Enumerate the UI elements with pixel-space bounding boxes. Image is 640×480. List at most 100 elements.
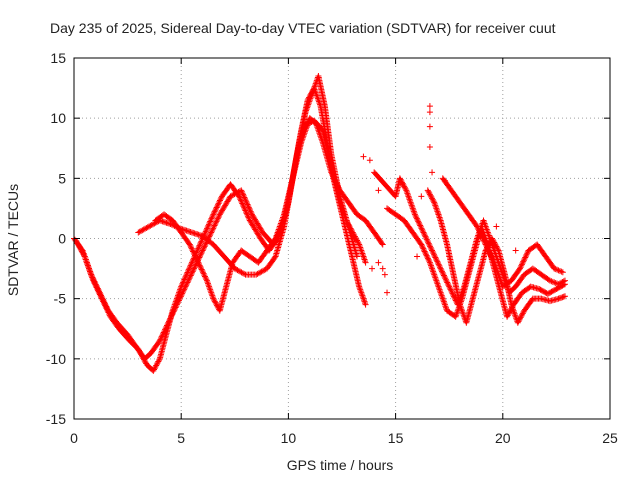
y-tick-label: -10 (46, 351, 66, 367)
data-marker (95, 288, 102, 295)
data-marker (482, 241, 489, 248)
data-marker (400, 182, 407, 189)
data-marker (242, 207, 249, 214)
data-marker (483, 242, 490, 249)
outlier-marker (375, 187, 382, 194)
data-marker (354, 237, 361, 244)
data-marker (241, 206, 248, 213)
data-marker (431, 251, 438, 258)
data-marker (192, 254, 199, 261)
data-marker (425, 188, 432, 195)
data-marker (208, 228, 215, 235)
outlier-marker (414, 253, 421, 260)
data-marker (440, 271, 447, 278)
data-marker (200, 246, 207, 253)
data-marker (151, 365, 158, 372)
data-marker (433, 257, 440, 264)
data-marker (90, 277, 97, 284)
data-marker (487, 251, 494, 258)
data-marker (420, 229, 427, 236)
data-marker (559, 269, 566, 276)
data-marker (197, 239, 204, 246)
data-marker (516, 315, 523, 322)
data-marker (475, 226, 482, 233)
data-marker (425, 256, 432, 263)
data-marker (413, 214, 420, 221)
outlier-marker (360, 153, 367, 160)
data-marker (214, 215, 221, 222)
data-marker (304, 121, 311, 128)
data-marker (138, 351, 145, 358)
data-marker (476, 229, 483, 236)
data-marker (474, 224, 481, 231)
data-marker (93, 284, 100, 291)
data-marker (212, 205, 219, 212)
data-marker (549, 278, 556, 285)
data-marker (426, 190, 433, 197)
data-marker (478, 231, 485, 238)
data-marker (153, 361, 160, 368)
data-marker (518, 313, 525, 320)
data-marker (81, 252, 88, 259)
data-marker (516, 317, 523, 324)
data-marker (524, 250, 531, 257)
data-marker (345, 221, 352, 228)
data-marker (94, 285, 101, 292)
data-marker (103, 305, 110, 312)
data-marker (418, 242, 425, 249)
data-marker (481, 240, 488, 247)
data-marker (206, 219, 213, 226)
data-marker (204, 224, 211, 231)
data-marker (355, 240, 362, 247)
data-marker (214, 201, 221, 208)
data-marker (514, 319, 521, 326)
data-marker (522, 253, 529, 260)
data-marker (487, 252, 494, 259)
y-tick-label: 5 (58, 170, 66, 186)
data-marker (236, 193, 243, 200)
data-marker (343, 217, 350, 224)
data-marker (104, 308, 111, 315)
data-marker (379, 241, 386, 248)
data-marker (196, 260, 203, 267)
data-marker (350, 230, 357, 237)
data-marker (415, 218, 422, 225)
data-marker (238, 187, 245, 194)
data-marker (211, 222, 218, 229)
data-marker (480, 235, 487, 242)
data-marker (430, 198, 437, 205)
data-marker (494, 244, 501, 251)
outlier-marker (384, 289, 391, 296)
grid (74, 58, 610, 419)
data-marker (558, 268, 565, 275)
data-marker (448, 289, 455, 296)
data-marker (489, 255, 496, 262)
data-marker (216, 197, 223, 204)
outlier-marker (426, 103, 433, 110)
data-marker (425, 240, 432, 247)
data-marker (474, 223, 481, 230)
data-marker (244, 211, 251, 218)
outlier-marker (379, 265, 386, 272)
data-marker (199, 267, 206, 274)
data-marker (207, 217, 214, 224)
data-marker (154, 359, 161, 366)
data-marker (246, 216, 253, 223)
data-marker (318, 126, 325, 133)
data-marker (76, 244, 83, 251)
data-points (71, 73, 568, 374)
data-marker (436, 262, 443, 269)
data-marker (102, 302, 109, 309)
data-marker (195, 259, 202, 266)
data-marker (442, 276, 449, 283)
x-tick-label: 15 (388, 430, 404, 446)
data-marker (435, 261, 442, 268)
data-marker (189, 247, 196, 254)
data-marker (445, 282, 452, 289)
data-marker (200, 244, 207, 251)
data-marker (422, 251, 429, 258)
data-marker (213, 218, 220, 225)
data-marker (419, 244, 426, 251)
data-marker (418, 225, 425, 232)
data-marker (483, 244, 490, 251)
